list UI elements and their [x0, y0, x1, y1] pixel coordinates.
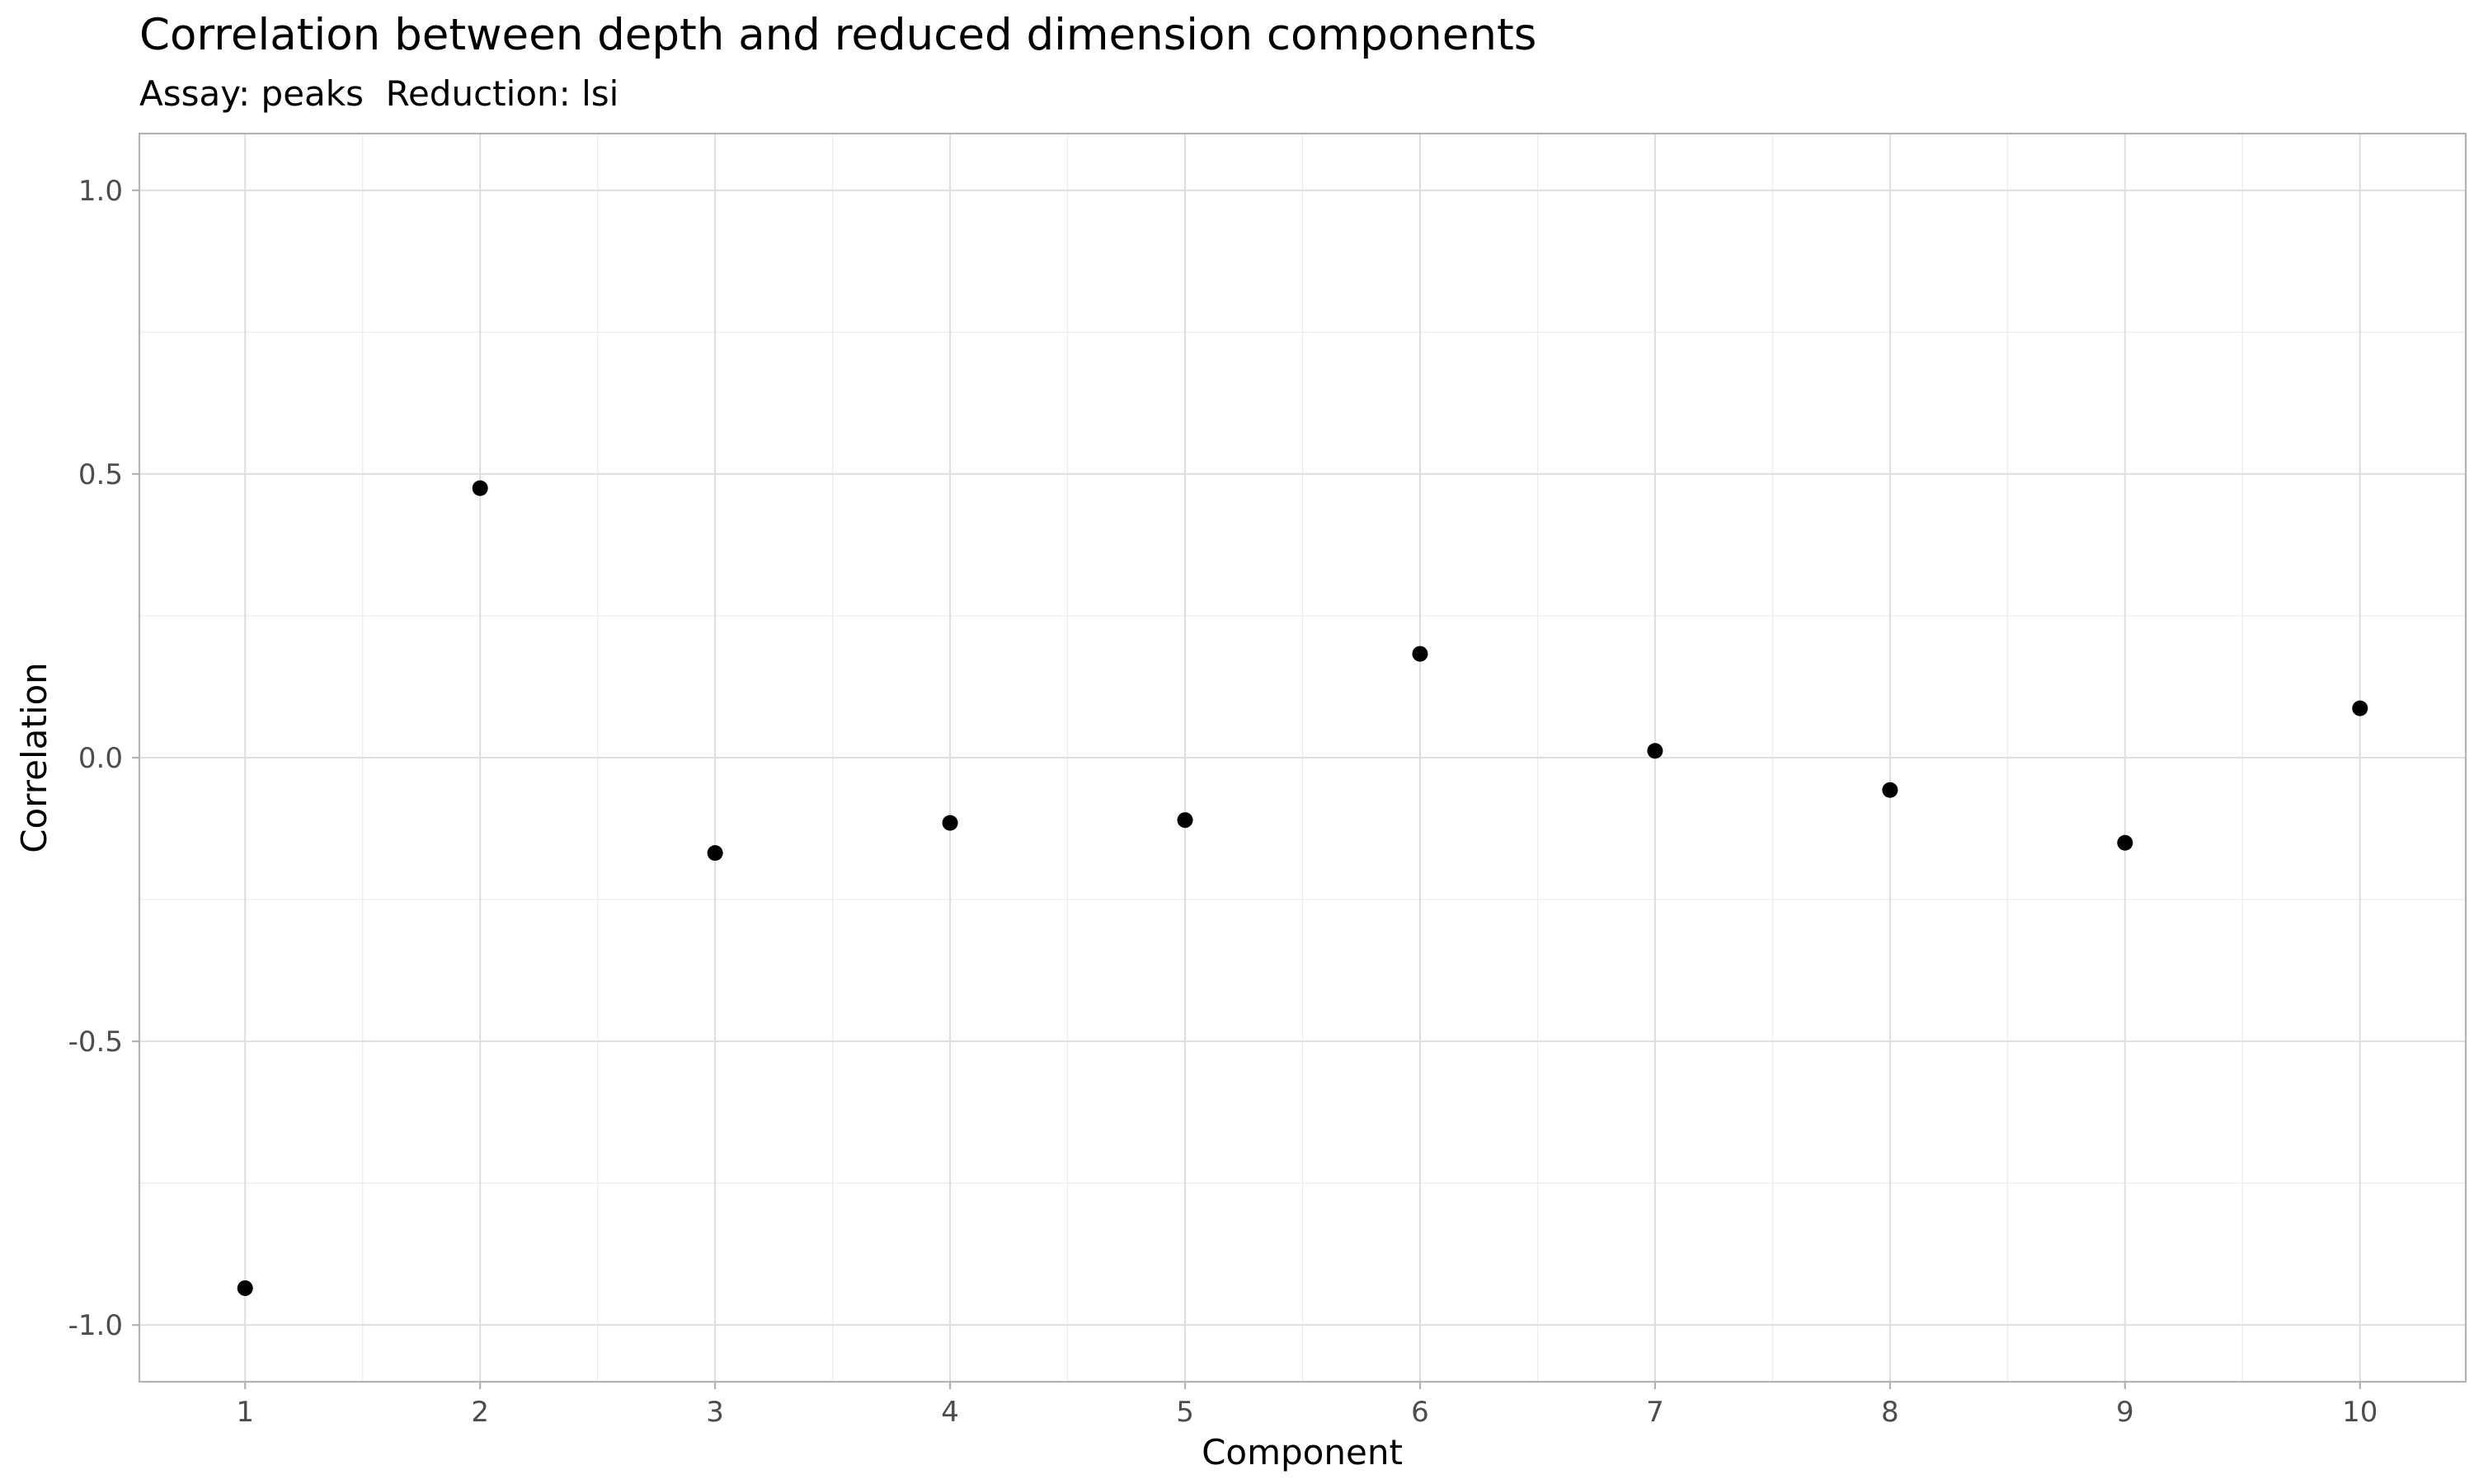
y-tick-label: 0.0 — [78, 742, 123, 775]
y-tick-label: -1.0 — [68, 1309, 123, 1342]
data-point — [472, 480, 488, 496]
chart-title: Correlation between depth and reduced di… — [139, 10, 1536, 60]
y-axis: -1.0 -0.5 0.0 0.5 1.0 — [68, 175, 139, 1342]
data-point — [2352, 700, 2368, 716]
data-point — [1882, 782, 1898, 798]
x-axis: 1 2 3 4 5 6 7 8 9 10 — [236, 1382, 2378, 1429]
data-point — [1412, 646, 1428, 662]
y-axis-title: Correlation — [14, 662, 54, 853]
x-tick-label: 8 — [1881, 1396, 1899, 1429]
chart-subtitle: Assay: peaks Reduction: lsi — [139, 73, 618, 114]
y-tick-label: 1.0 — [78, 175, 123, 208]
x-tick-label: 7 — [1646, 1396, 1664, 1429]
y-tick-label: 0.5 — [78, 458, 123, 491]
x-tick-label: 9 — [2116, 1396, 2134, 1429]
x-tick-label: 4 — [941, 1396, 959, 1429]
data-point — [707, 845, 723, 862]
y-tick-label: -0.5 — [68, 1026, 123, 1059]
data-points — [237, 480, 2368, 1296]
x-tick-label: 6 — [1411, 1396, 1429, 1429]
x-axis-title: Component — [1202, 1432, 1403, 1472]
data-point — [1647, 743, 1663, 759]
x-tick-label: 1 — [236, 1396, 254, 1429]
x-tick-label: 3 — [706, 1396, 724, 1429]
data-point — [942, 815, 958, 831]
x-tick-label: 10 — [2342, 1396, 2378, 1429]
data-point — [1177, 812, 1193, 829]
x-tick-label: 2 — [471, 1396, 489, 1429]
data-point — [2117, 834, 2133, 851]
data-point — [237, 1280, 253, 1296]
x-tick-label: 5 — [1176, 1396, 1194, 1429]
